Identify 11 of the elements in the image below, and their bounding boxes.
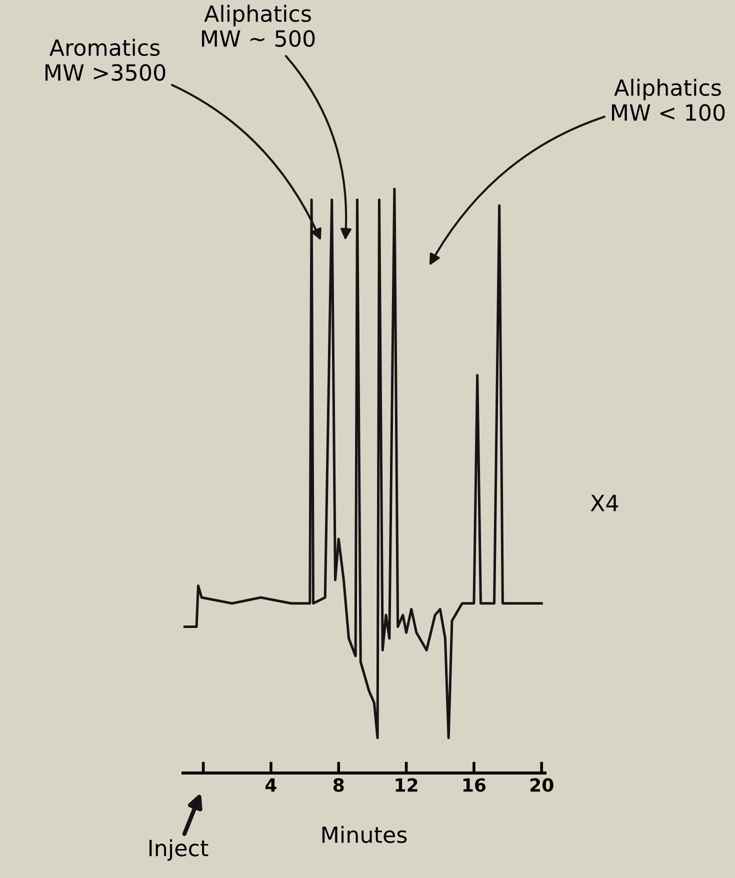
text: Aliphatics MW ∼ 500 bbox=[202, 4, 315, 47]
x-tick-label: 20 bbox=[530, 778, 554, 792]
text: Aliphatics MW < 100 bbox=[612, 78, 725, 121]
text: Inject bbox=[149, 839, 208, 861]
text: Aromatics MW >3500 bbox=[45, 38, 166, 81]
x-tick-label: 4 bbox=[265, 778, 276, 792]
x-tick-label: 8 bbox=[333, 778, 344, 792]
x-tick-label: 16 bbox=[463, 778, 486, 792]
x-tick-label: 12 bbox=[396, 778, 418, 792]
x-axis-title: Minutes bbox=[322, 826, 407, 844]
text: X4 bbox=[590, 494, 618, 512]
